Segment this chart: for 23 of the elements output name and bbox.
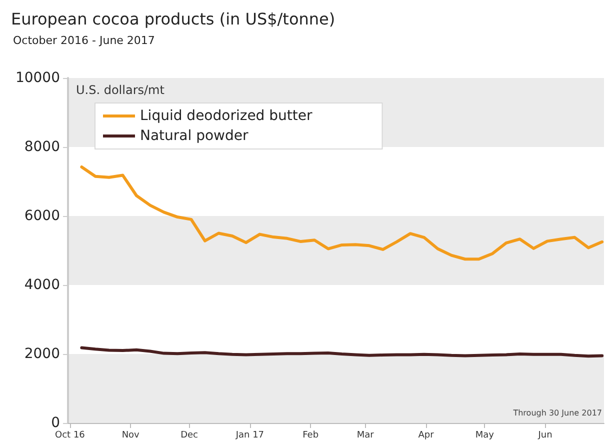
legend-label: Liquid deodorized butter xyxy=(140,108,312,124)
y-tick-label: 4000 xyxy=(24,277,60,293)
y-tick-label: 6000 xyxy=(24,208,60,224)
x-tick-label: Oct 16 xyxy=(55,430,86,440)
annotation: Through 30 June 2017 xyxy=(512,408,602,418)
x-tick-label: Nov xyxy=(122,430,140,440)
x-tick-label: Mar xyxy=(356,430,374,440)
y-axis-title: U.S. dollars/mt xyxy=(76,83,165,97)
chart-title: European cocoa products (in US$/tonne) xyxy=(11,10,336,28)
line-series xyxy=(80,346,604,358)
x-tick-label: Feb xyxy=(302,430,319,440)
y-tick-label: 8000 xyxy=(24,139,60,155)
y-tick-label: 0 xyxy=(51,415,60,431)
x-tick-label: May xyxy=(475,430,495,440)
chart-subtitle: October 2016 - June 2017 xyxy=(13,34,155,47)
x-tick-label: Apr xyxy=(418,430,434,440)
line-series xyxy=(80,166,604,261)
x-tick-label: Dec xyxy=(180,430,198,440)
x-tick-label: Jan 17 xyxy=(234,430,264,440)
legend-label: Natural powder xyxy=(140,128,248,144)
x-tick-label: Jun xyxy=(537,430,552,440)
y-tick-label: 2000 xyxy=(24,346,60,362)
y-tick-label: 10000 xyxy=(15,70,60,86)
